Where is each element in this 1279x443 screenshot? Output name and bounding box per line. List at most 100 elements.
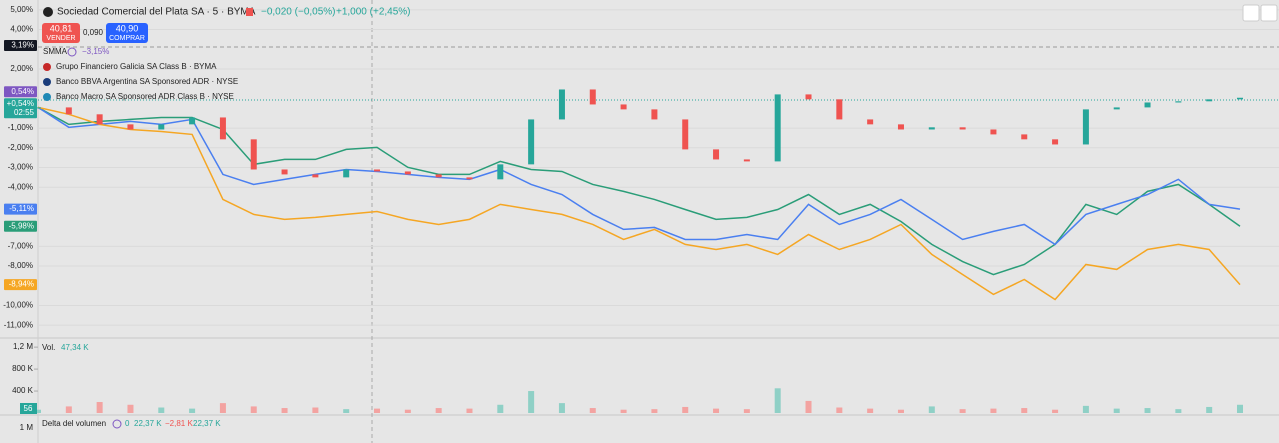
legend-entry: Banco BBVA Argentina SA Sponsored ADR · … [56, 77, 238, 86]
y-tick-label: -2,00% [8, 143, 33, 152]
volume-bar [897, 409, 904, 413]
delta-value: 22,37 K [134, 419, 162, 428]
price-badge [4, 220, 37, 232]
price-badge [4, 98, 37, 119]
legend-icon [43, 63, 51, 71]
volume-bar [1021, 408, 1028, 413]
volume-bar [435, 408, 442, 413]
series-line [37, 106, 1241, 301]
legend: Grupo Financiero Galicia SA Class B · BY… [43, 62, 238, 101]
y-tick-label: 800 K [12, 364, 34, 373]
scroll-button[interactable] [1242, 4, 1260, 22]
candle [189, 117, 196, 125]
delta-header: Delta del volumen 0 22,37 K −2,81 K 22,3… [20, 419, 222, 432]
price-badge [4, 86, 37, 98]
legend-icon [43, 78, 51, 86]
y-tick-label: -8,00% [8, 261, 33, 270]
volume-bar [158, 407, 165, 413]
candle [867, 119, 874, 125]
volume-bar [250, 406, 257, 413]
candle [65, 107, 72, 115]
sell-button[interactable] [42, 23, 80, 43]
price-badge [4, 279, 37, 291]
delta-value: 0 [125, 419, 130, 428]
volume-last: 47,34 K [61, 343, 89, 352]
price-badge [4, 203, 37, 215]
candle [558, 89, 565, 120]
delta-icon [112, 419, 122, 429]
candle [281, 169, 288, 175]
candle [990, 129, 997, 135]
candle [836, 99, 843, 120]
sell-price: 40,81 [50, 23, 73, 33]
candle [96, 114, 103, 125]
buy-price: 40,90 [116, 23, 139, 33]
candle [928, 127, 935, 130]
price-badge-label: 0,54% [11, 87, 34, 96]
candle [774, 94, 781, 162]
price-badge-time: 02:55 [14, 108, 35, 117]
candle [497, 164, 504, 180]
legend-icon [43, 93, 51, 101]
candle [1206, 99, 1213, 102]
candle [651, 109, 658, 120]
volume-bar [404, 409, 411, 413]
volume-bar [1175, 409, 1182, 413]
candle [250, 139, 257, 170]
volume-bar [343, 409, 350, 413]
volume-bar [1052, 409, 1059, 413]
volume-bar [620, 409, 627, 413]
volume-bar [774, 388, 781, 413]
candle [589, 89, 596, 105]
candle [404, 171, 411, 175]
series-line [37, 106, 1241, 246]
y-tick-label: -7,00% [8, 241, 33, 250]
delta-value: −2,81 K [165, 419, 193, 428]
legend-entry: Banco Macro SA Sponsored ADR Class B · N… [56, 92, 234, 101]
candle [158, 124, 165, 130]
header: Sociedad Comercial del Plata SA · 5 · BY… [42, 4, 1278, 57]
y-tick-label: 5,00% [10, 5, 33, 14]
price-badge-label: -5,98% [9, 221, 34, 230]
y-tick-label: 2,00% [10, 64, 33, 73]
candle [466, 177, 473, 180]
volume-bar [1206, 406, 1213, 413]
volume-bar [281, 408, 288, 413]
volume-bar [713, 408, 720, 413]
price-badge-label: 3,19% [11, 41, 34, 50]
candle [127, 124, 134, 130]
volume-bar [836, 407, 843, 413]
plot [34, 9, 1279, 413]
volume-bar [65, 406, 72, 413]
candle [1144, 102, 1151, 108]
volume-bar [528, 391, 535, 413]
buy-button[interactable] [106, 23, 148, 43]
volume-bar [651, 409, 658, 413]
volume-bar [1082, 405, 1089, 413]
y-tick-label: -4,00% [8, 182, 33, 191]
legend-entry: Grupo Financiero Galicia SA Class B · BY… [56, 62, 217, 71]
reset-button[interactable] [1260, 4, 1278, 22]
volume-bar [743, 409, 750, 413]
series-line [37, 106, 1241, 276]
indicator-value: −3,15% [82, 47, 109, 56]
volume-bar [589, 408, 596, 413]
symbol-title: Sociedad Comercial del Plata SA · 5 · BY… [57, 7, 256, 18]
candle [805, 94, 812, 100]
volume-bar [189, 408, 196, 413]
badges: 3,19% 0,54% +0,54%02:55 -5,11% -5,98% -8,94% [4, 40, 37, 291]
volume-bar [867, 408, 874, 413]
candle [35, 107, 41, 109]
delta-value: 22,37 K [193, 419, 221, 428]
volume-bar [127, 404, 134, 413]
volume-bar [682, 406, 689, 413]
volume-badge [20, 403, 37, 414]
candle [959, 127, 966, 130]
candle [1021, 134, 1028, 140]
candle [312, 174, 319, 178]
volume-bar [805, 400, 812, 413]
change-session: +1,000 (+2,45%) [336, 7, 411, 18]
